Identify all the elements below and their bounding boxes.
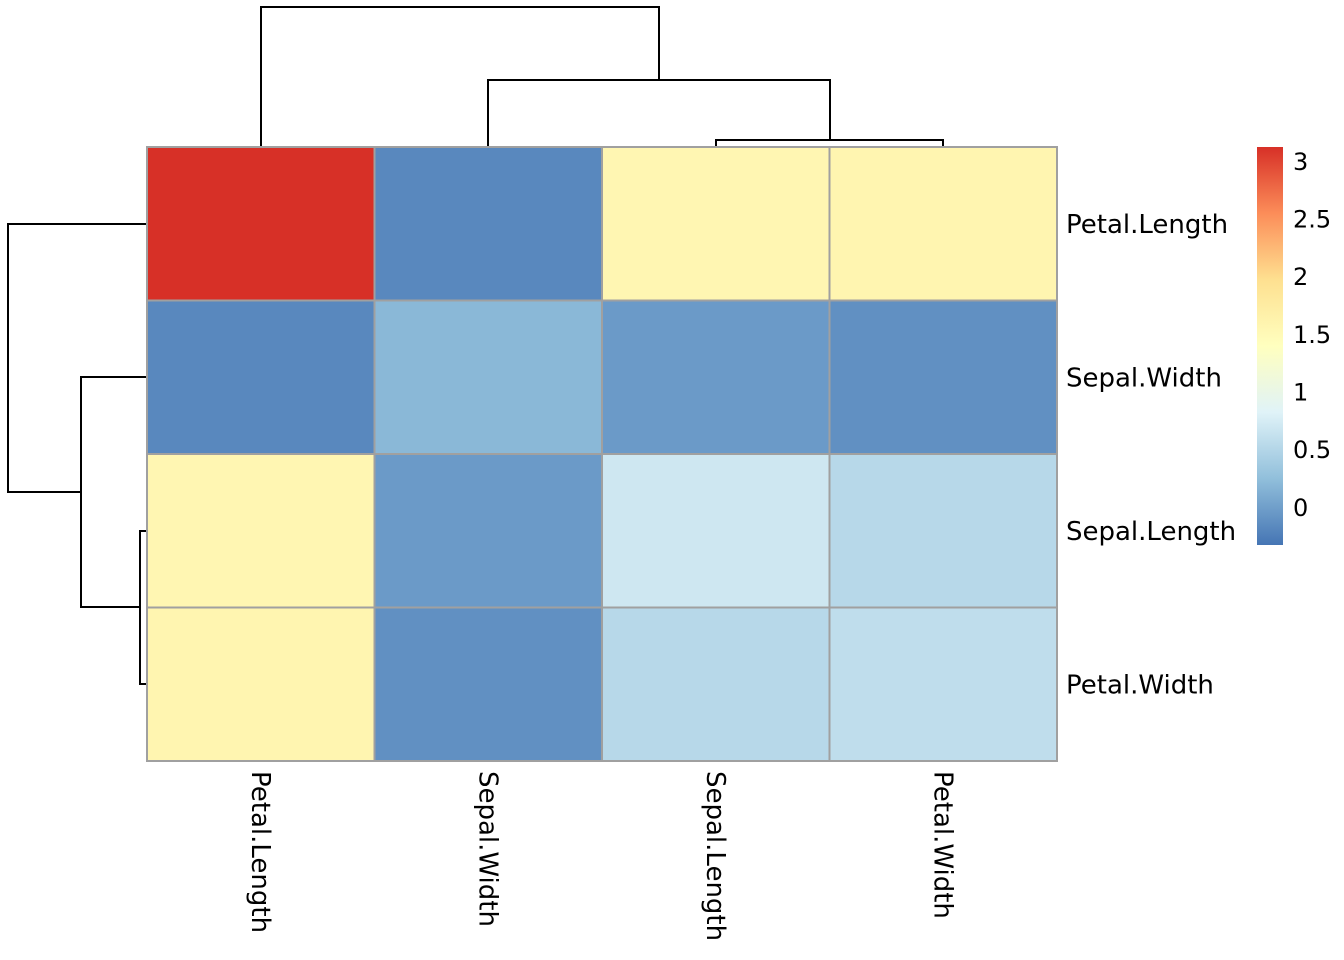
heatmap-cell-r1-c0 xyxy=(146,299,376,455)
heatmap-cell-r2-c0 xyxy=(146,453,376,609)
heatmap-cell-r1-c3 xyxy=(828,299,1058,455)
row-dendrogram xyxy=(7,223,147,685)
column-dendrogram-branch xyxy=(260,6,660,147)
column-label: Sepal.Length xyxy=(700,771,730,941)
heatmap-cells xyxy=(146,146,1058,762)
heatmap-cell-r0-c0 xyxy=(146,146,376,302)
heatmap-cell-r0-c1 xyxy=(373,146,603,302)
colorbar-tick-label: 3 xyxy=(1293,148,1308,176)
colorbar-tick-label: 2.5 xyxy=(1293,206,1331,234)
column-labels: Petal.Length Sepal.Width Sepal.Length Petal… xyxy=(245,771,958,941)
heatmap-cell-r2-c2 xyxy=(601,453,831,609)
heatmap-cell-r2-c1 xyxy=(373,453,603,609)
row-labels: Petal.Length Sepal.Width Sepal.Length Petal… xyxy=(1066,210,1236,701)
row-dendrogram-branch xyxy=(139,530,147,685)
heatmap-cell-r1-c2 xyxy=(601,299,831,455)
colorbar-ticks: 0 0.5 1 1.5 2 2.5 3 xyxy=(1293,148,1331,522)
row-dendrogram-branch xyxy=(7,223,147,493)
colorbar-tick-label: 1.5 xyxy=(1293,321,1331,349)
heatmap-cell-r0-c3 xyxy=(828,146,1058,302)
heatmap-cell-r3-c1 xyxy=(373,606,603,762)
row-label: Sepal.Width xyxy=(1066,363,1222,393)
column-label: Petal.Width xyxy=(927,771,957,919)
colorbar-tick-label: 2 xyxy=(1293,263,1308,291)
heatmap-cell-r3-c2 xyxy=(601,606,831,762)
row-label: Petal.Width xyxy=(1066,670,1214,700)
heatmap-cell-r1-c1 xyxy=(373,299,603,455)
heatmap-cell-r0-c2 xyxy=(601,146,831,302)
colorbar-gradient xyxy=(1257,147,1283,545)
colorbar-tick-label: 0.5 xyxy=(1293,436,1331,464)
column-label: Sepal.Width xyxy=(472,771,502,927)
column-label: Petal.Length xyxy=(245,771,275,933)
heatmap-cell-r2-c3 xyxy=(828,453,1058,609)
column-dendrogram-branch xyxy=(715,139,944,147)
colorbar-tick-label: 0 xyxy=(1293,494,1308,522)
row-label: Petal.Length xyxy=(1066,210,1228,240)
row-label: Sepal.Length xyxy=(1066,517,1236,547)
colorbar-tick-label: 1 xyxy=(1293,379,1308,407)
row-dendrogram-branch xyxy=(80,376,147,608)
colorbar: 0 0.5 1 1.5 2 2.5 3 xyxy=(1257,147,1331,545)
column-dendrogram xyxy=(260,6,944,147)
heatmap-cell-r3-c0 xyxy=(146,606,376,762)
column-dendrogram-branch xyxy=(487,79,831,147)
heatmap-cell-r3-c3 xyxy=(828,606,1058,762)
